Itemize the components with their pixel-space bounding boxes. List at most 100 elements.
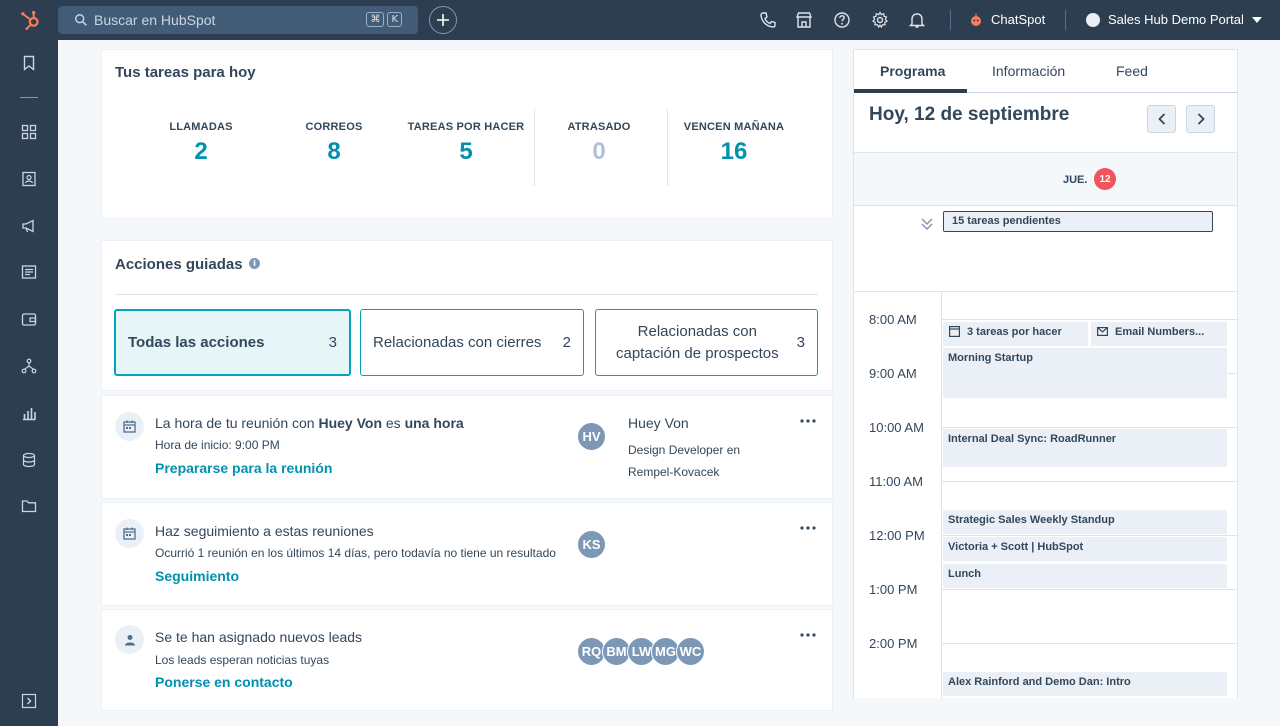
help-icon[interactable]: [833, 11, 851, 29]
action-follow-up-title: Haz seguimiento a estas reuniones: [155, 523, 374, 539]
event-lunch[interactable]: Lunch: [942, 564, 1227, 588]
filter-prospecting[interactable]: Relacionadas con captación de prospectos…: [595, 309, 818, 376]
action-meeting-time: una hora: [404, 415, 464, 431]
active-tab-indicator: [854, 89, 967, 93]
event-strategic-sales-standup[interactable]: Strategic Sales Weekly Standup: [942, 510, 1227, 534]
hour-line: [941, 589, 1237, 590]
filter-deals-label: Relacionadas con cierres: [373, 334, 542, 351]
panel-footer: [853, 698, 1238, 726]
global-search-input[interactable]: Buscar en HubSpot ⌘ K: [58, 6, 418, 34]
avatar[interactable]: MG: [651, 637, 680, 666]
email-icon: [1097, 327, 1108, 337]
left-navigation-rail: [0, 40, 58, 726]
portal-label: Sales Hub Demo Portal: [1108, 12, 1244, 27]
prepare-meeting-link[interactable]: Prepararse para la reunión: [155, 460, 333, 476]
search-placeholder: Buscar en HubSpot: [94, 12, 216, 28]
expand-sidebar-icon[interactable]: [21, 693, 37, 709]
commerce-wallet-icon[interactable]: [21, 311, 37, 327]
contact-name[interactable]: Huey Von: [628, 415, 689, 431]
action-item-follow-up: [101, 502, 833, 606]
avatar[interactable]: KS: [577, 530, 606, 559]
more-options-icon[interactable]: [799, 524, 817, 532]
follow-up-link[interactable]: Seguimiento: [155, 568, 240, 584]
hour-label-2pm: 2:00 PM: [869, 636, 918, 651]
create-new-button[interactable]: [429, 6, 457, 34]
avatar[interactable]: BM: [602, 637, 631, 666]
shortcut-key-k: K: [387, 12, 402, 27]
get-in-touch-link[interactable]: Ponerse en contacto: [155, 674, 293, 690]
tab-information[interactable]: Información: [992, 63, 1066, 79]
search-shortcut: ⌘ K: [366, 12, 402, 27]
chevron-double-down-icon[interactable]: [919, 215, 935, 231]
hour-label-9am: 9:00 AM: [869, 366, 917, 381]
more-options-icon[interactable]: [799, 631, 817, 639]
settings-gear-icon[interactable]: [871, 11, 889, 29]
content-icon[interactable]: [21, 264, 37, 280]
hubspot-logo-icon[interactable]: [19, 9, 41, 31]
stat-due-tomorrow[interactable]: VENCEN MAÑANA 16: [679, 121, 789, 166]
filter-prospecting-label: Relacionadas con captación de prospectos: [616, 321, 779, 365]
day-of-week-label: JUE.: [1063, 174, 1088, 186]
chatspot-icon: [971, 13, 981, 26]
stat-overdue[interactable]: ATRASADO 0: [559, 121, 639, 166]
tab-schedule[interactable]: Programa: [880, 63, 946, 79]
library-folder-icon[interactable]: [21, 498, 37, 514]
filter-prospecting-line1: Relacionadas con: [637, 322, 757, 340]
stat-emails[interactable]: CORREOS 8: [294, 121, 374, 166]
more-options-icon[interactable]: [799, 417, 817, 425]
avatar[interactable]: RQ: [577, 637, 606, 666]
event-todo-tasks[interactable]: 3 tareas por hacer: [942, 322, 1088, 346]
filter-all-actions[interactable]: Todas las acciones 3: [114, 309, 351, 376]
phone-icon[interactable]: [759, 11, 777, 29]
action-leads-title: Se te han asignado nuevos leads: [155, 629, 363, 645]
previous-day-button[interactable]: [1147, 105, 1176, 133]
hour-label-11am: 11:00 AM: [869, 474, 923, 489]
hour-line: [941, 481, 1237, 482]
filter-prospecting-count: 3: [796, 334, 805, 351]
day-number-badge: 12: [1094, 168, 1116, 190]
automation-workflow-icon[interactable]: [21, 358, 37, 374]
contacts-icon[interactable]: [21, 171, 37, 187]
calendar-icon: [115, 412, 144, 441]
chevron-right-icon: [1197, 113, 1205, 125]
event-internal-deal-sync[interactable]: Internal Deal Sync: RoadRunner: [942, 429, 1227, 467]
day-header: JUE. 12: [854, 152, 1237, 206]
account-portal-menu[interactable]: Sales Hub Demo Portal: [1086, 12, 1262, 27]
chatspot-button[interactable]: ChatSpot: [969, 12, 1045, 27]
event-email-label: Email Numbers...: [1115, 326, 1205, 338]
pending-tasks-bar[interactable]: 15 tareas pendientes: [943, 211, 1213, 232]
filter-deals[interactable]: Relacionadas con cierres 2: [360, 309, 584, 376]
event-morning-startup[interactable]: Morning Startup: [942, 348, 1227, 398]
stat-todos[interactable]: TAREAS POR HACER 5: [406, 121, 526, 166]
time-gutter-line: [941, 291, 942, 698]
event-email[interactable]: Email Numbers...: [1090, 322, 1227, 346]
reporting-chart-icon[interactable]: [21, 405, 37, 421]
dashboard-grid-icon[interactable]: [21, 124, 37, 140]
action-item-meeting: [101, 395, 833, 499]
portal-avatar: [1086, 12, 1100, 27]
filter-prospecting-line2: captación de prospectos: [616, 344, 779, 362]
tab-feed[interactable]: Feed: [1116, 63, 1148, 79]
hour-line: [941, 643, 1237, 644]
data-management-icon[interactable]: [21, 452, 37, 468]
marketplace-icon[interactable]: [795, 11, 813, 29]
action-meeting-contact: Huey Von: [318, 415, 382, 431]
avatar[interactable]: WC: [676, 637, 705, 666]
guided-actions-divider: [115, 294, 818, 295]
stat-due-tomorrow-value: 16: [720, 138, 748, 165]
event-victoria-scott[interactable]: Victoria + Scott | HubSpot: [942, 537, 1227, 561]
tabs-baseline: [854, 92, 1237, 93]
action-follow-up-subtitle: Ocurrió 1 reunión en los últimos 14 días…: [155, 546, 556, 560]
tasks-today-card: [101, 49, 833, 219]
event-alex-rainford-intro[interactable]: Alex Rainford and Demo Dan: Intro: [942, 672, 1227, 696]
avatar[interactable]: HV: [577, 422, 606, 451]
marketing-megaphone-icon[interactable]: [21, 218, 37, 234]
action-leads-subtitle: Los leads esperan noticias tuyas: [155, 653, 330, 667]
hour-line: [941, 535, 1237, 536]
bookmarks-icon[interactable]: [21, 55, 37, 71]
action-meeting-title: La hora de tu reunión con Huey Von es un…: [155, 415, 464, 431]
stat-calls[interactable]: LLAMADAS 2: [161, 121, 241, 166]
next-day-button[interactable]: [1186, 105, 1215, 133]
notifications-bell-icon[interactable]: [908, 11, 926, 29]
info-icon[interactable]: i: [249, 258, 260, 269]
